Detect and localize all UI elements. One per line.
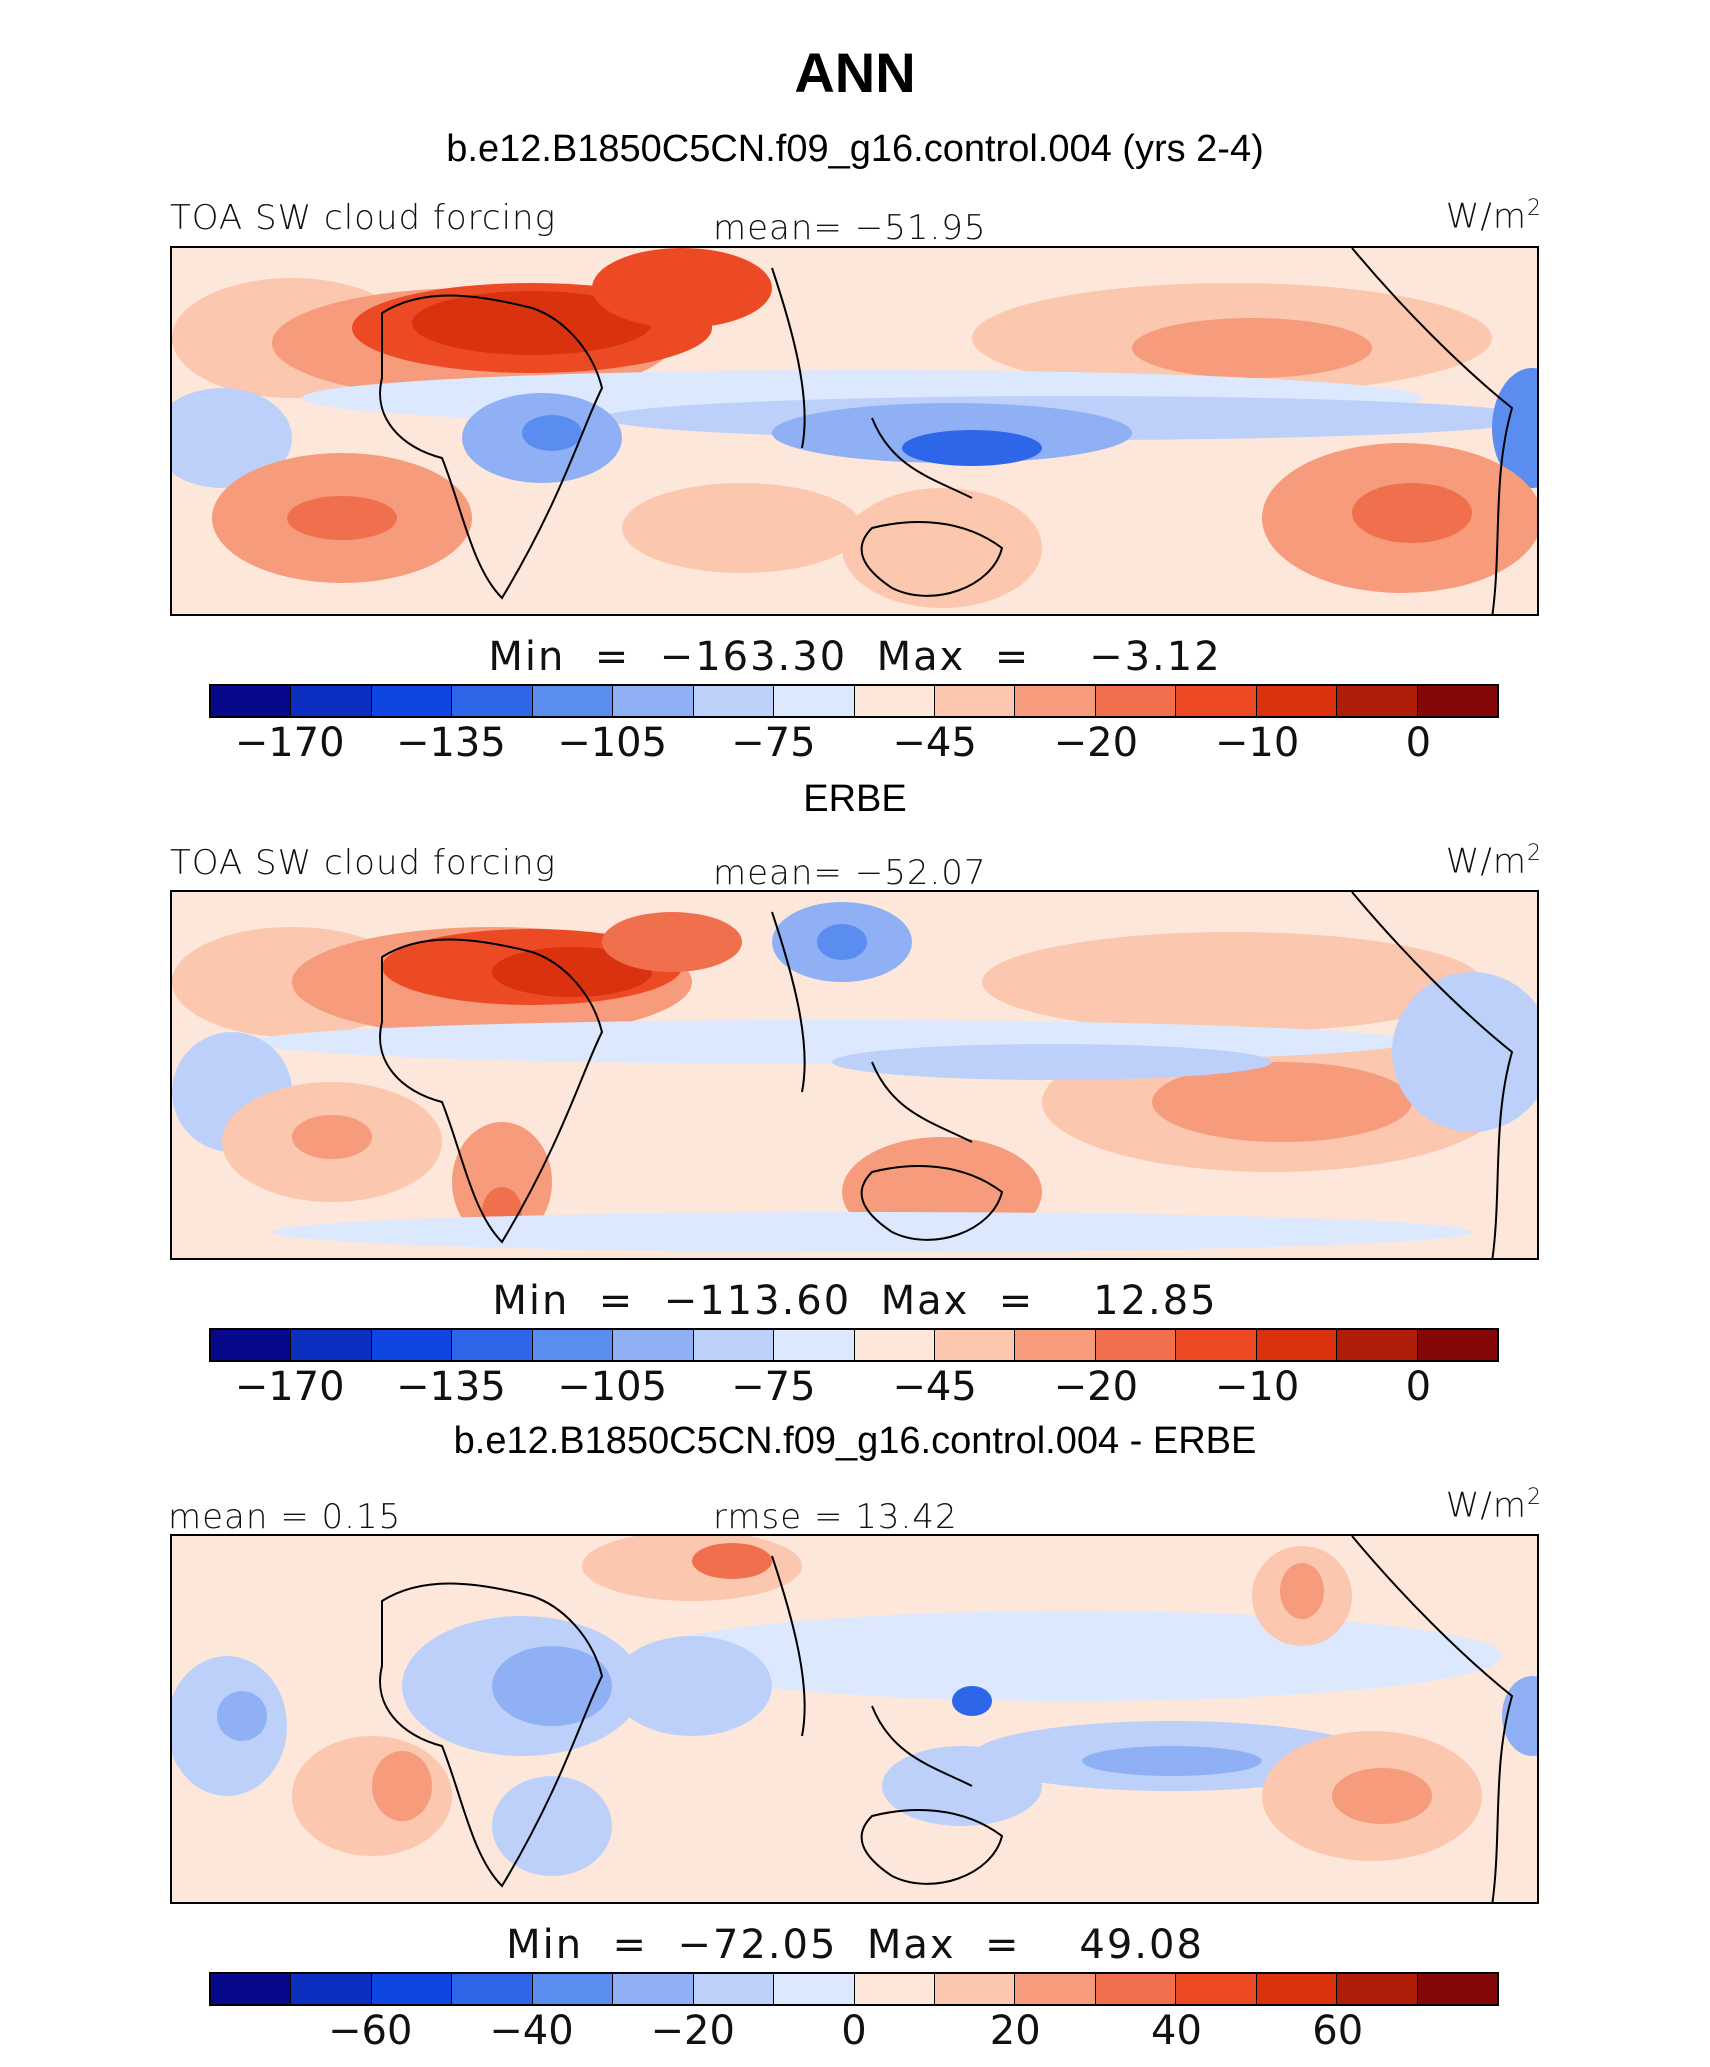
colorbar-swatch [693,1974,775,2004]
colorbar-swatch [291,686,372,716]
panel-1-variable-label: TOA SW cloud forcing [170,198,556,238]
colorbar-swatch [1095,1974,1177,2004]
panel-1-title: b.e12.B1850C5CN.f09_g16.control.004 (yrs… [446,128,1264,170]
panel-2-map [170,890,1539,1260]
colorbar-swatch [452,1974,533,2004]
panel-3-mean-label: mean = 0.15 [168,1497,402,1537]
colorbar-tick-label: −45 [892,1364,977,1410]
colorbar-tick-label: −170 [234,720,345,766]
colorbar-swatch [1337,1330,1418,1360]
colorbar-swatch [1337,1974,1418,2004]
colorbar-swatch [1417,686,1497,716]
panel-1-mean-label: mean= −51.95 [713,208,987,248]
panel-2-mean-label: mean= −52.07 [713,853,987,893]
colorbar-swatch [854,1974,935,2004]
colorbar-tick-label: 0 [1405,720,1432,766]
panel-2-colorbar [209,1328,1499,1362]
colorbar-swatch [371,1330,453,1360]
colorbar-tick-label: −75 [731,1364,816,1410]
colorbar-swatch [532,686,614,716]
panel-3-rmse-label: rmse = 13.42 [713,1497,958,1537]
colorbar-swatch [613,1330,694,1360]
colorbar-swatch [211,1974,292,2004]
colorbar-swatch [1417,1974,1497,2004]
panel-1-map [170,246,1539,616]
colorbar-swatch [452,1330,533,1360]
colorbar-tick-label: 60 [1312,2008,1364,2054]
colorbar-tick-label: −60 [328,2008,413,2054]
colorbar-tick-label: −135 [395,720,506,766]
panel-2-variable-label: TOA SW cloud forcing [170,843,556,883]
colorbar-tick-label: −10 [1214,1364,1300,1410]
panel-3-units: W/m2 [1445,1485,1542,1526]
colorbar-tick-label: −20 [1053,1364,1139,1410]
colorbar-swatch [613,1974,694,2004]
colorbar-tick-label: −45 [892,720,977,766]
colorbar-swatch [211,1330,292,1360]
panel-1-units: W/m2 [1445,196,1542,237]
colorbar-tick-label: −105 [557,720,668,766]
colorbar-swatch [371,1974,453,2004]
colorbar-swatch [693,1330,775,1360]
colorbar-swatch [693,686,775,716]
colorbar-swatch [1015,1330,1096,1360]
colorbar-swatch [532,1974,614,2004]
panel-1-minmax: Min = −163.30 Max = −3.12 [488,634,1222,680]
colorbar-swatch [291,1330,372,1360]
colorbar-swatch [774,686,855,716]
panel-2-title: ERBE [803,778,907,820]
colorbar-swatch [934,1974,1016,2004]
colorbar-swatch [1095,686,1177,716]
colorbar-tick-label: −75 [731,720,816,766]
colorbar-swatch [1256,1330,1338,1360]
panel-2-minmax: Min = −113.60 Max = 12.85 [492,1278,1218,1324]
colorbar-tick-label: −20 [1053,720,1139,766]
colorbar-swatch [1256,686,1338,716]
colorbar-swatch [452,686,533,716]
colorbar-tick-label: 20 [989,2008,1041,2054]
colorbar-tick-label: −170 [234,1364,345,1410]
panel-3-minmax: Min = −72.05 Max = 49.08 [506,1922,1204,1968]
colorbar-tick-label: 40 [1151,2008,1202,2054]
colorbar-swatch [774,1330,855,1360]
colorbar-swatch [1095,1330,1177,1360]
colorbar-tick-label: 0 [841,2008,867,2054]
panel-3-colorbar [209,1972,1499,2006]
colorbar-swatch [854,1330,935,1360]
colorbar-swatch [532,1330,614,1360]
panel-1-colorbar [209,684,1499,718]
panel-3-title: b.e12.B1850C5CN.f09_g16.control.004 - ER… [453,1420,1257,1462]
colorbar-swatch [291,1974,372,2004]
colorbar-swatch [1015,686,1096,716]
colorbar-swatch [1176,686,1257,716]
colorbar-swatch [1417,1330,1497,1360]
colorbar-swatch [934,686,1016,716]
colorbar-swatch [371,686,453,716]
colorbar-swatch [613,686,694,716]
colorbar-swatch [211,686,292,716]
colorbar-tick-label: −135 [395,1364,506,1410]
colorbar-swatch [934,1330,1016,1360]
colorbar-swatch [1176,1974,1257,2004]
panel-3-map [170,1534,1539,1904]
colorbar-swatch [1176,1330,1257,1360]
main-title: ANN [794,41,916,104]
colorbar-swatch [1256,1974,1338,2004]
colorbar-swatch [1337,686,1418,716]
panel-2-units: W/m2 [1445,841,1542,882]
colorbar-tick-label: 0 [1405,1364,1432,1410]
colorbar-swatch [1015,1974,1096,2004]
colorbar-swatch [774,1974,855,2004]
colorbar-tick-label: −20 [650,2008,735,2054]
colorbar-tick-label: −105 [557,1364,668,1410]
colorbar-tick-label: −40 [489,2008,574,2054]
colorbar-swatch [854,686,935,716]
colorbar-tick-label: −10 [1214,720,1300,766]
